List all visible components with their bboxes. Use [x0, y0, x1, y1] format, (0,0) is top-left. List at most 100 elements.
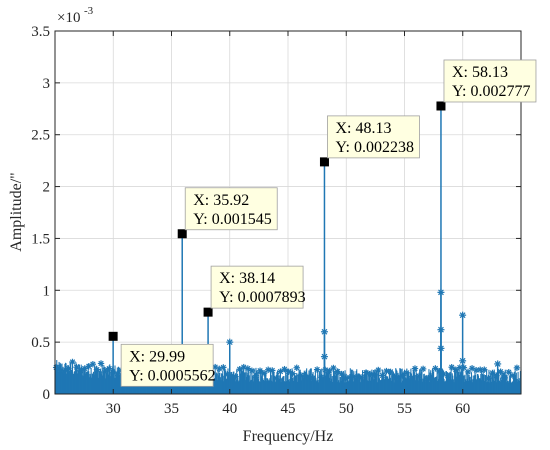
noise-marker [489, 369, 496, 377]
datatip-y-text: Y: 0.0005562 [129, 367, 216, 384]
noise-marker [114, 370, 121, 377]
noise-marker [497, 368, 504, 375]
noise-marker [444, 372, 451, 380]
datatip-marker [203, 307, 213, 317]
datatip-x-text: X: 58.13 [452, 64, 508, 81]
noise-marker [358, 374, 366, 381]
x-tick-label: 40 [222, 401, 237, 417]
x-tick-label: 30 [106, 401, 121, 417]
noise-marker [89, 360, 97, 368]
datatip-x-text: X: 29.99 [129, 348, 185, 365]
y-exponent-base: ×10 [57, 10, 80, 26]
noise-marker [513, 364, 521, 372]
datatip-box [184, 187, 278, 231]
datatip-x-text: X: 35.92 [193, 192, 249, 209]
noise-marker [248, 367, 256, 375]
noise-marker [387, 368, 394, 376]
noise-marker [391, 373, 398, 380]
noise-marker [419, 365, 427, 373]
y-tick-label: 3 [43, 76, 51, 92]
x-tick-label: 45 [281, 401, 296, 417]
y-tick-label: 0 [43, 387, 51, 403]
datatip-x-text: X: 38.14 [219, 270, 275, 287]
y-tick-label: 3.5 [31, 24, 50, 40]
x-tick-label: 50 [339, 401, 354, 417]
noise-marker [81, 365, 88, 372]
stem-marker [459, 311, 467, 319]
noise-marker [281, 365, 288, 373]
noise-marker [485, 374, 492, 382]
stem-marker [494, 360, 502, 368]
noise-marker [69, 358, 76, 366]
noise-marker [73, 364, 80, 371]
noise-marker [342, 375, 349, 382]
noise-marker [379, 372, 386, 379]
datatip-marker [177, 229, 187, 239]
y-axis-title: Amplitude/" [8, 172, 25, 251]
noise-marker [252, 372, 260, 379]
noise-marker [232, 373, 239, 380]
noise-marker [220, 364, 227, 371]
noise-marker [448, 364, 455, 371]
noise-marker [65, 365, 72, 372]
noise-marker [61, 368, 68, 375]
noise-marker [395, 374, 402, 382]
x-tick-label: 60 [455, 401, 470, 417]
noise-marker [338, 370, 345, 378]
noise-marker [273, 375, 280, 382]
noise-marker [501, 374, 508, 382]
datatips: X: 58.13 Y: 0.002777 X: 48.13 Y: 0.002238 X:… [108, 59, 537, 387]
noise-marker [97, 360, 105, 367]
noise-marker [481, 366, 488, 373]
noise-marker [309, 374, 317, 382]
noise-marker [346, 374, 353, 381]
noise-marker [383, 367, 390, 375]
noise-marker [464, 368, 472, 376]
x-tick-label: 35 [164, 401, 179, 417]
noise-marker [269, 367, 276, 374]
noise-marker [264, 366, 272, 373]
stem-marker [437, 326, 445, 334]
noise-marker [366, 370, 374, 378]
x-tick-label: 55 [397, 401, 412, 417]
noise-marker [354, 373, 362, 380]
noise-marker [93, 366, 101, 373]
noise-marker [432, 365, 439, 372]
datatip-y-text: Y: 0.002777 [452, 83, 531, 100]
noise-marker [428, 375, 435, 382]
stem-marker [320, 353, 328, 361]
datatip-y-text: Y: 0.0007893 [219, 289, 306, 306]
datatip-marker [319, 157, 329, 167]
noise-marker [318, 373, 325, 381]
noise-marker [330, 364, 337, 372]
y-tick-label: 0.5 [31, 335, 50, 351]
noise-marker [326, 367, 333, 375]
noise-marker [399, 372, 406, 379]
noise-marker [403, 369, 411, 377]
noise-marker [407, 374, 415, 382]
y-tick-label: 1 [43, 283, 51, 299]
datatip-x-text: X: 48.13 [335, 120, 391, 137]
axes: 30 35 40 45 50 55 60 0 0.5 1 1.5 2 2.5 3 3.5 [31, 24, 521, 417]
x-axis-title: Frequency/Hz [243, 428, 334, 445]
datatip-box [120, 343, 214, 387]
y-exponent-power: -3 [84, 5, 94, 17]
datatip-box [443, 59, 537, 103]
noise-marker [411, 365, 419, 372]
stem-marker [226, 338, 234, 346]
noise-marker [371, 371, 378, 378]
datatip-box [327, 115, 420, 159]
y-tick-label: 1.5 [31, 231, 50, 247]
stem-marker [459, 357, 467, 365]
noise-marker [293, 364, 300, 371]
noise-marker [509, 372, 517, 379]
noise-marker [313, 366, 321, 373]
y-tick-label: 2.5 [31, 128, 50, 144]
stem-marker [437, 288, 445, 296]
datatip-box [210, 265, 304, 309]
noise-marker [289, 370, 296, 377]
stem-marker [320, 328, 328, 336]
datatip-y-text: Y: 0.001545 [193, 211, 272, 228]
datatip-y-text: Y: 0.002238 [335, 139, 414, 156]
